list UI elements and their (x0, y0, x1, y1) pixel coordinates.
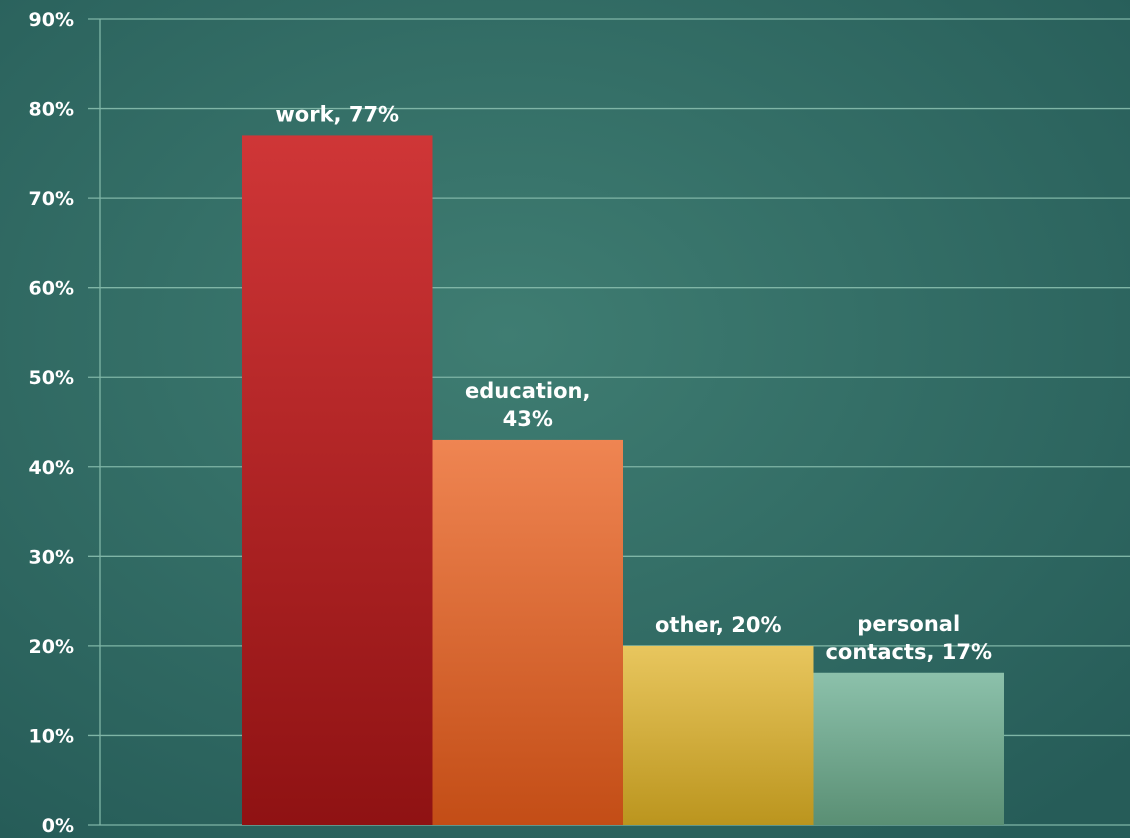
y-tick-label-60: 60% (29, 278, 74, 300)
y-tick-label-70: 70% (29, 188, 74, 210)
y-tick-label-90: 90% (29, 9, 74, 31)
y-tick-label-40: 40% (29, 457, 74, 479)
y-tick-label-50: 50% (29, 367, 74, 389)
data-label-work: work, 77% (275, 102, 399, 126)
y-tick-label-30: 30% (29, 546, 74, 568)
y-tick-label-0: 0% (42, 815, 74, 837)
bars (242, 135, 1004, 825)
bar-work (242, 135, 433, 825)
y-tick-label-20: 20% (29, 636, 74, 658)
data-label-other: other, 20% (655, 613, 781, 637)
data-label-personal-contacts: personal contacts, 17% (825, 612, 992, 664)
data-label-education: education, 43% (465, 379, 590, 431)
y-tick-label-10: 10% (29, 725, 74, 747)
y-axis: 0% 10% 20% 30% 40% 50% 60% 70% 80% 90% (29, 9, 101, 837)
bar-other (623, 645, 814, 825)
bar-education (432, 439, 623, 825)
bar-personal-contacts (813, 672, 1004, 825)
y-tick-label-80: 80% (29, 99, 74, 121)
data-labels: work, 77% education, 43% other, 20% personal… (275, 102, 992, 663)
